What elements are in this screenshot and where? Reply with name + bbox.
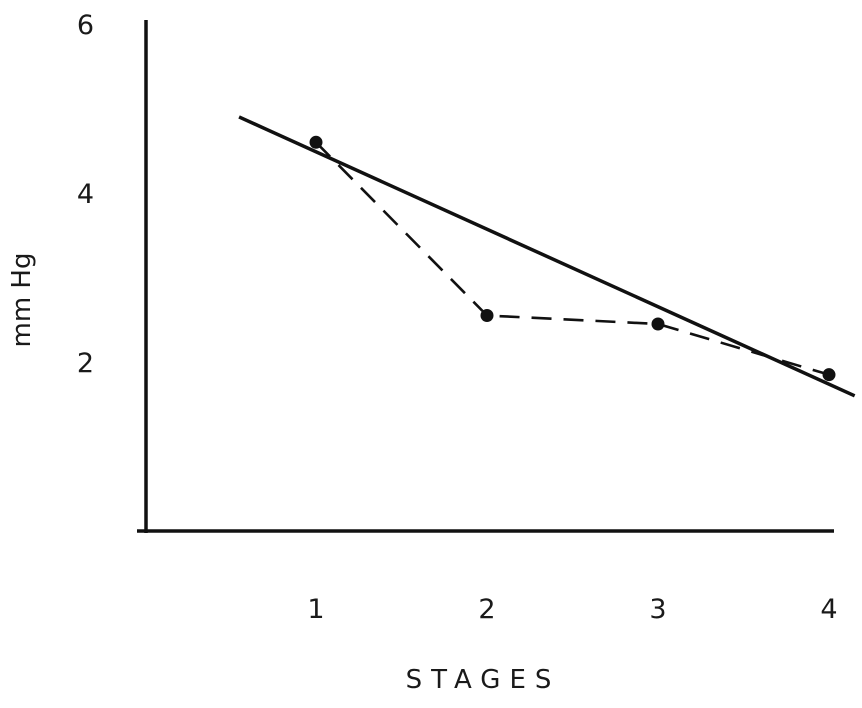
- axes: [137, 20, 834, 533]
- x-axis-title: STAGES: [406, 665, 561, 695]
- y-tick-label: 6: [77, 10, 94, 41]
- data-point: [309, 135, 323, 149]
- y-tick-label: 4: [77, 179, 94, 210]
- y-axis-title: mm Hg: [7, 253, 37, 348]
- x-tick-label: 1: [307, 594, 324, 625]
- x-tick-label: 3: [649, 594, 666, 625]
- dashed-series-line: [315, 141, 830, 376]
- y-tick-label: 2: [77, 348, 94, 379]
- series-layer: [238, 115, 856, 398]
- data-point: [651, 317, 665, 331]
- data-point: [480, 309, 494, 323]
- x-tick-label: 2: [478, 594, 495, 625]
- data-point: [822, 368, 836, 382]
- y-tick-labels: 2 4 6: [77, 10, 94, 379]
- trend-line: [238, 115, 856, 398]
- x-tick-label: 4: [820, 594, 837, 625]
- x-tick-labels: 1 2 3 4: [307, 594, 837, 625]
